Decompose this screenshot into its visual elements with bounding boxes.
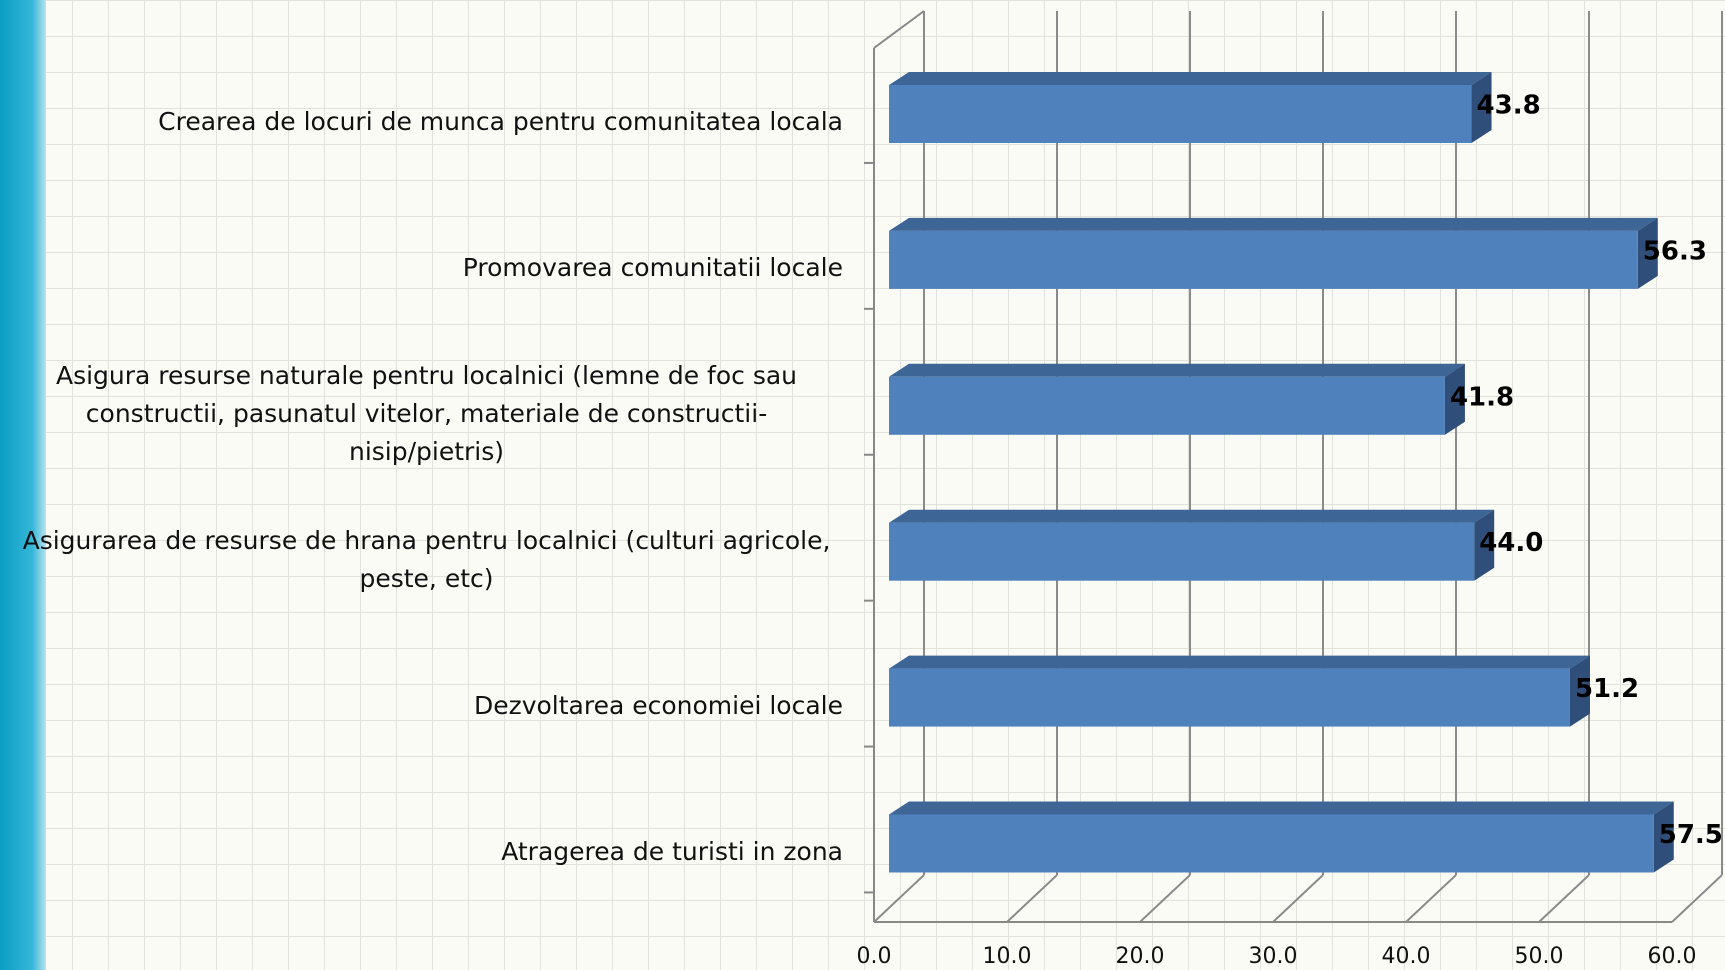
bar-side — [1569, 655, 1590, 727]
bar — [889, 814, 1654, 873]
bar — [889, 668, 1570, 727]
data-label: 41.8 — [1450, 382, 1514, 412]
category-label: Atragerea de turisti in zona — [501, 836, 843, 866]
bar — [889, 230, 1638, 289]
bar-top — [889, 655, 1590, 669]
grid-line — [1139, 874, 1191, 923]
bar-top — [889, 801, 1674, 815]
data-label: 57.5 — [1659, 820, 1723, 850]
x-tick-label: 30.0 — [1249, 944, 1298, 969]
category-label: Asigurarea de resurse de hrana pentru lo… — [22, 525, 831, 593]
bar — [889, 522, 1475, 581]
x-tick-label: 40.0 — [1382, 944, 1431, 969]
x-tick-label: 0.0 — [857, 944, 892, 969]
bar-top — [889, 363, 1465, 377]
data-label: 56.3 — [1643, 236, 1707, 266]
category-label-box: Dezvoltarea economiei locale — [10, 636, 843, 776]
data-label: 43.8 — [1477, 91, 1541, 121]
x-tick-label: 20.0 — [1116, 944, 1165, 969]
category-label-box: Promovarea comunitatii locale — [10, 198, 843, 338]
data-label: 44.0 — [1479, 528, 1543, 558]
grid-line — [1272, 874, 1324, 923]
bar-side — [1653, 801, 1674, 873]
category-label: Dezvoltarea economiei locale — [473, 690, 843, 720]
bar — [889, 376, 1445, 435]
data-label: 51.2 — [1575, 674, 1639, 704]
grid-line — [1671, 874, 1723, 923]
grid-line — [1405, 874, 1457, 923]
bar-top — [889, 72, 1492, 85]
x-tick-label: 50.0 — [1515, 944, 1564, 969]
bar-side — [1444, 363, 1465, 435]
axis-line — [873, 10, 925, 49]
category-label-box: Atragerea de turisti in zona — [10, 782, 843, 922]
category-label-box: Asigura resurse naturale pentru localnic… — [10, 344, 843, 484]
bar-top — [889, 217, 1658, 231]
category-label-box: Asigurarea de resurse de hrana pentru lo… — [10, 490, 843, 630]
x-tick-label: 10.0 — [983, 944, 1032, 969]
category-label: Promovarea comunitatii locale — [462, 252, 843, 282]
grid-line — [1538, 874, 1590, 923]
side-strip — [0, 0, 46, 970]
bar — [889, 85, 1472, 143]
bar-side — [1471, 72, 1492, 143]
grid-line — [873, 874, 925, 923]
bar-side — [1637, 217, 1658, 289]
category-label: Crearea de locuri de munca pentru comuni… — [158, 107, 843, 136]
x-tick-label: 60.0 — [1648, 944, 1697, 969]
bar-side — [1474, 509, 1495, 581]
grid-line — [1006, 874, 1058, 923]
bar-top — [889, 509, 1495, 523]
category-label-box: Crearea de locuri de munca pentru comuni… — [10, 52, 843, 192]
category-label: Asigura resurse naturale pentru localnic… — [55, 360, 798, 466]
